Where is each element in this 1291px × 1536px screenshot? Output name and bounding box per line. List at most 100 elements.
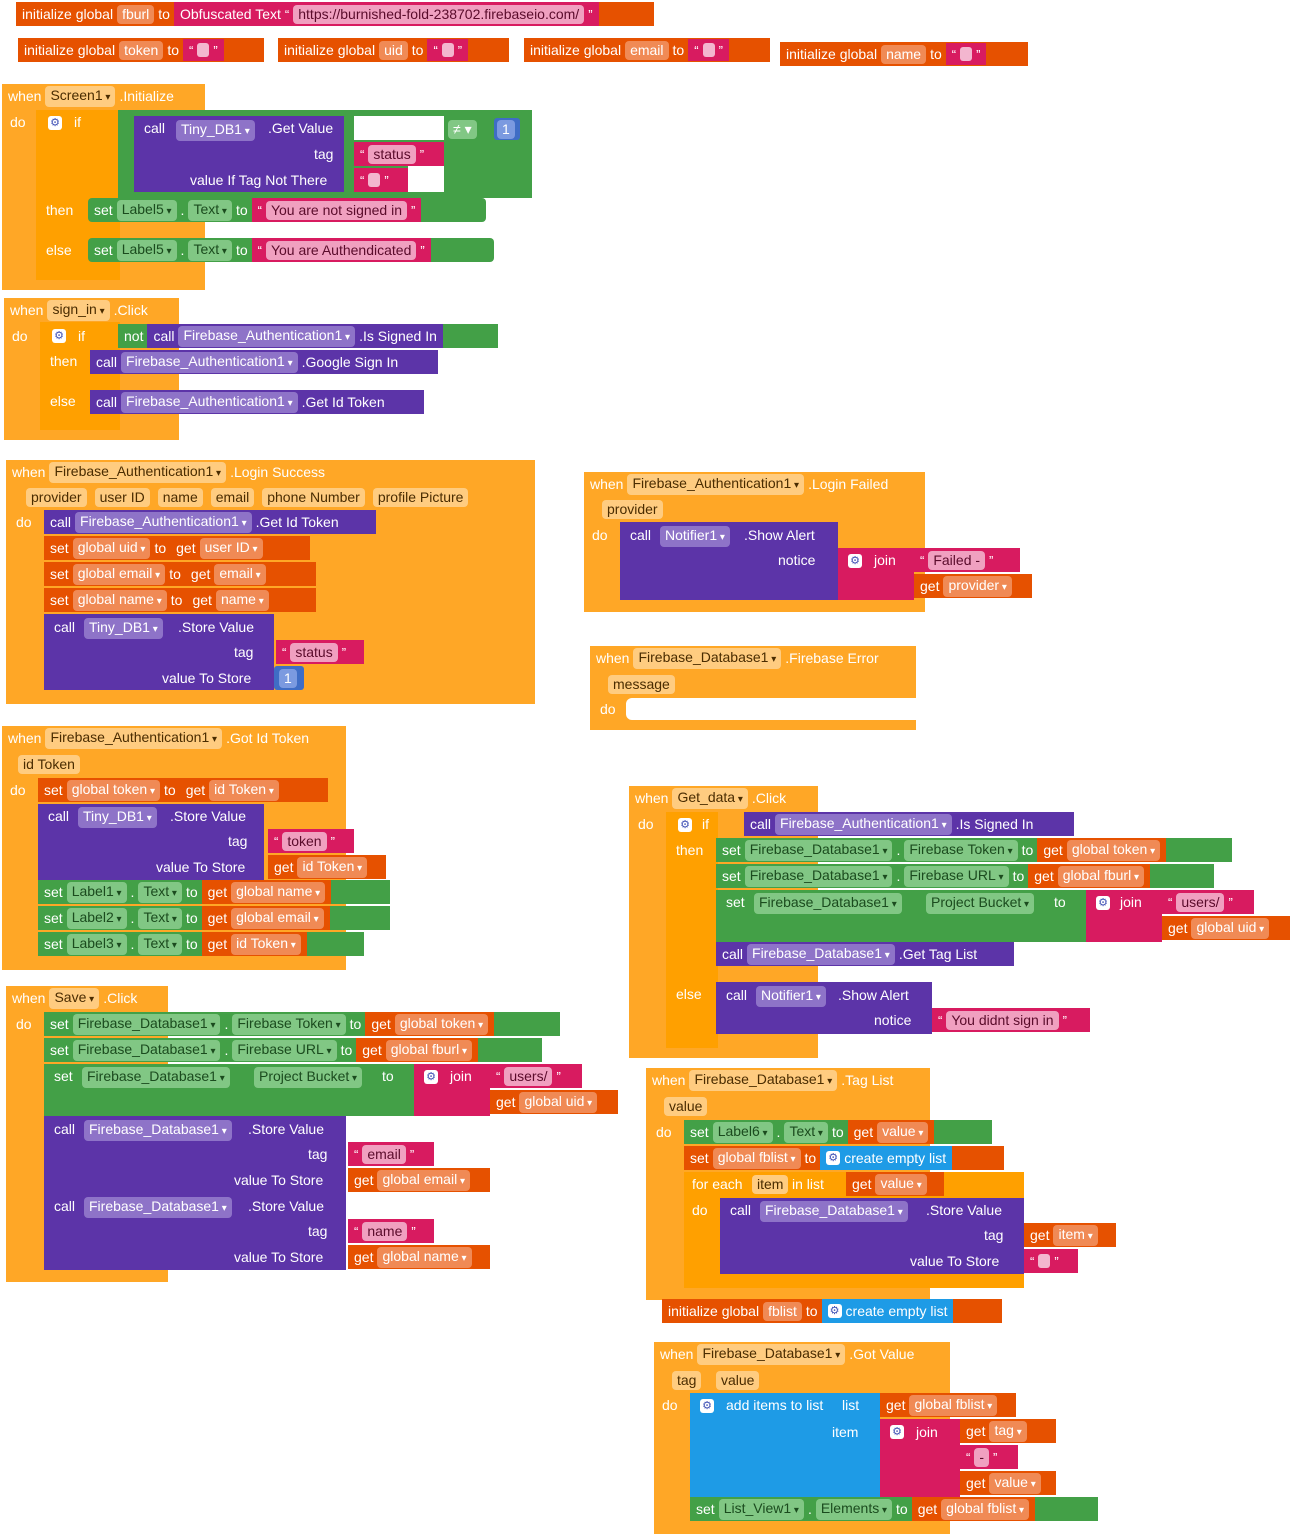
gear-icon[interactable]: ⚙ <box>678 818 692 832</box>
empty-text-block[interactable]: “” <box>1024 1249 1078 1273</box>
text-block[interactable]: “You are not signed in” <box>251 198 422 222</box>
tinydb-dropdown[interactable]: Tiny_DB1 <box>176 120 255 141</box>
notifier-dropdown[interactable]: Notifier1 <box>756 986 826 1007</box>
label-dropdown[interactable]: Label5 <box>116 199 177 221</box>
get-block[interactable]: get global uid <box>1162 916 1290 940</box>
text-block[interactable]: “email” <box>348 1142 434 1166</box>
tinydb-dropdown[interactable]: Tiny_DB1 <box>78 807 157 828</box>
authenticated-string[interactable]: You are Authendicated <box>265 240 417 260</box>
gear-icon[interactable]: ⚙ <box>1096 896 1110 910</box>
component-dropdown[interactable]: Screen1 <box>45 85 116 107</box>
gear-icon[interactable]: ⚙ <box>424 1070 438 1084</box>
component-dropdown[interactable]: Save <box>49 987 100 1009</box>
var-dropdown[interactable]: global fblist <box>712 1147 801 1169</box>
get-block[interactable]: get item <box>1024 1223 1116 1247</box>
gear-icon[interactable]: ⚙ <box>52 329 66 343</box>
tinydb-dropdown[interactable]: Tiny_DB1 <box>84 618 163 639</box>
set-global-fblist[interactable]: set global fblist to ⚙create empty list <box>684 1146 1004 1170</box>
token-string[interactable]: token <box>282 831 327 851</box>
status-string[interactable]: status <box>368 144 416 164</box>
set-firebase-url[interactable]: set Firebase_Database1. Firebase URL to … <box>44 1038 542 1062</box>
get-dropdown[interactable]: global uid <box>519 1091 598 1113</box>
init-global-email-block[interactable]: initialize global email to “” <box>524 38 770 62</box>
text-block[interactable]: “status” <box>276 640 364 664</box>
property-dropdown[interactable]: Text <box>138 933 182 955</box>
var-name-name[interactable]: name <box>881 44 927 64</box>
auth-dropdown[interactable]: Firebase_Authentication1 <box>121 351 298 373</box>
get-block[interactable]: get global name <box>348 1245 490 1269</box>
get-block[interactable]: get value <box>846 1172 944 1196</box>
get-block[interactable]: get tag <box>960 1419 1056 1443</box>
fdb-dropdown[interactable]: Firebase_Database1 <box>747 943 895 965</box>
get-dropdown[interactable]: email <box>214 563 266 585</box>
property-dropdown[interactable]: Text <box>188 199 232 221</box>
property-dropdown[interactable]: Firebase URL <box>904 865 1009 887</box>
not-sign-string[interactable]: You didnt sign in <box>946 1010 1059 1030</box>
empty-text-block[interactable]: “” <box>183 39 224 61</box>
create-empty-list-block[interactable]: ⚙ create empty list <box>820 1146 953 1170</box>
param-phone-number[interactable]: phone Number <box>262 487 365 507</box>
label-dropdown[interactable]: Label2 <box>66 907 127 929</box>
gear-icon[interactable]: ⚙ <box>826 1151 841 1165</box>
var-dropdown[interactable]: global uid <box>72 537 151 559</box>
auth-dropdown[interactable]: Firebase_Authentication1 <box>121 391 298 413</box>
set-firebase-token[interactable]: set Firebase_Database1. Firebase Token t… <box>716 838 1232 862</box>
property-dropdown[interactable]: Firebase URL <box>232 1039 337 1061</box>
get-block[interactable]: get value <box>960 1471 1056 1495</box>
param-provider[interactable]: provider <box>602 500 663 519</box>
get-dropdown[interactable]: value <box>877 1121 929 1143</box>
get-block[interactable]: get global name <box>201 880 332 904</box>
name-string[interactable]: name <box>362 1221 408 1241</box>
get-dropdown[interactable]: global token <box>394 1013 489 1035</box>
get-block[interactable]: get id Token <box>179 778 285 802</box>
component-dropdown[interactable]: Firebase_Authentication1 <box>49 461 227 483</box>
component-dropdown[interactable]: sign_in <box>47 299 110 321</box>
get-dropdown[interactable]: global name <box>377 1246 472 1268</box>
empty-text-block[interactable]: “” <box>354 168 408 192</box>
status-string[interactable]: status <box>290 642 338 662</box>
property-dropdown[interactable]: Firebase Token <box>232 1013 346 1035</box>
create-empty-list-block[interactable]: ⚙ create empty list <box>821 1299 954 1323</box>
get-id-token-call[interactable]: call Firebase_Authentication1 .Get Id To… <box>44 510 376 534</box>
get-dropdown[interactable]: user ID <box>199 537 263 559</box>
get-dropdown[interactable]: global fblist <box>941 1498 1030 1520</box>
get-dropdown[interactable]: global name <box>231 881 326 903</box>
get-dropdown[interactable]: provider <box>943 575 1012 597</box>
property-dropdown[interactable]: Text <box>188 239 232 261</box>
property-dropdown[interactable]: Text <box>138 881 182 903</box>
get-dropdown[interactable]: global uid <box>1191 917 1270 939</box>
label-dropdown[interactable]: Label3 <box>66 933 127 955</box>
notifier-dropdown[interactable]: Notifier1 <box>660 526 730 547</box>
email-string[interactable]: email <box>362 1144 406 1164</box>
var-dropdown[interactable]: global token <box>66 779 161 801</box>
fdb-dropdown[interactable]: Firebase_Database1 <box>744 865 893 887</box>
property-dropdown[interactable]: Project Bucket <box>926 893 1035 914</box>
get-dropdown[interactable]: global email <box>231 907 324 929</box>
neq-operator[interactable]: ≠ ▾ <box>448 120 477 139</box>
auth-dropdown[interactable]: Firebase_Authentication1 <box>75 511 252 533</box>
property-dropdown[interactable]: Project Bucket <box>254 1067 363 1088</box>
get-block[interactable]: get global email <box>201 906 330 930</box>
fdb-dropdown[interactable]: Firebase_Database1 <box>760 1201 908 1222</box>
fdb-dropdown[interactable]: Firebase_Database1 <box>744 839 893 861</box>
get-block[interactable]: get global email <box>348 1168 490 1192</box>
get-dropdown[interactable]: global fblist <box>909 1394 998 1416</box>
users-string[interactable]: users/ <box>504 1066 553 1086</box>
obfuscated-text-block[interactable]: Obfuscated Text “ https://burnished-fold-… <box>173 2 599 26</box>
param-name[interactable]: name <box>157 487 203 507</box>
param-provider[interactable]: provider <box>26 487 87 507</box>
param-value[interactable]: value <box>664 1097 708 1116</box>
if-block[interactable] <box>666 812 718 1048</box>
var-name-fburl[interactable]: fburl <box>117 4 155 24</box>
var-name-token[interactable]: token <box>119 40 164 60</box>
not-signed-string[interactable]: You are not signed in <box>265 200 407 220</box>
not-block[interactable]: not call Firebase_Authentication1 .Is Si… <box>118 324 498 348</box>
get-dropdown[interactable]: name <box>215 589 269 611</box>
